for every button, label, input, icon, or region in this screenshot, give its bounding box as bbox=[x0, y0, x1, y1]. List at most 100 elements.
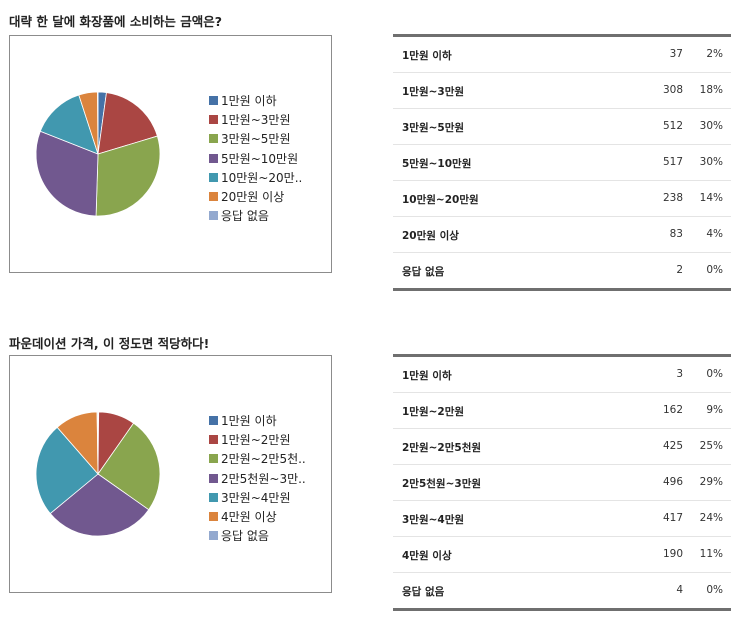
results-table: 1만원 이하 3 0% 1만원~2만원 162 9% 2만원~2만5천원 425 25% 2… bbox=[393, 354, 731, 611]
table-row: 10만원~20만원 238 14% bbox=[393, 181, 731, 217]
pie-slice bbox=[97, 92, 158, 155]
legend-swatch bbox=[209, 435, 218, 445]
legend-label: 응답 없음 bbox=[221, 529, 269, 544]
legend-item: 1만원~3만원 bbox=[209, 110, 302, 129]
legend-item: 응답 없음 bbox=[209, 526, 306, 545]
row-percent: 30% bbox=[699, 120, 723, 132]
legend-label: 2만원~2만5천.. bbox=[221, 452, 306, 467]
legend-item: 응답 없음 bbox=[209, 206, 302, 225]
row-label: 1만원 이하 bbox=[402, 50, 452, 62]
pie-chart bbox=[35, 411, 161, 537]
legend-label: 1만원~2만원 bbox=[221, 433, 291, 448]
legend-swatch bbox=[209, 512, 218, 522]
legend-label: 3만원~4만원 bbox=[221, 490, 291, 505]
legend-label: 4만원 이상 bbox=[221, 510, 277, 525]
row-label: 1만원~2만원 bbox=[402, 406, 465, 418]
legend-label: 20만원 이상 bbox=[221, 190, 285, 205]
legend-item: 1만원~2만원 bbox=[209, 430, 306, 449]
chart-legend: 1만원 이하 1만원~3만원 3만원~5만원 5만원~10만원 10만원~20만… bbox=[209, 91, 302, 225]
row-label: 응답 없음 bbox=[402, 266, 445, 278]
legend-swatch bbox=[209, 531, 218, 541]
pie-chart-panel: 1만원 이하 1만원~3만원 3만원~5만원 5만원~10만원 10만원~20만… bbox=[9, 35, 332, 273]
pie-slice bbox=[49, 473, 150, 537]
table-row: 응답 없음 2 0% bbox=[393, 253, 731, 288]
legend-item: 1만원 이하 bbox=[209, 411, 306, 430]
legend-label: 2만5천원~3만.. bbox=[221, 471, 306, 486]
table-row: 2만원~2만5천원 425 25% bbox=[393, 429, 731, 465]
legend-label: 3만원~5만원 bbox=[221, 132, 291, 147]
table-row: 5만원~10만원 517 30% bbox=[393, 145, 731, 181]
pie-slice bbox=[35, 426, 99, 515]
chart-title: 파운데이션 가격, 이 정도면 적당하다! bbox=[9, 336, 210, 351]
legend-label: 1만원 이하 bbox=[221, 414, 277, 429]
row-label: 4만원 이상 bbox=[402, 550, 452, 562]
chart-title: 대략 한 달에 화장품에 소비하는 금액은? bbox=[9, 14, 223, 29]
legend-swatch bbox=[209, 454, 218, 464]
row-label: 1만원 이하 bbox=[402, 370, 452, 382]
legend-item: 5만원~10만원 bbox=[209, 149, 302, 168]
table-row: 응답 없음 4 0% bbox=[393, 573, 731, 608]
table-row: 3만원~5만원 512 30% bbox=[393, 109, 731, 145]
legend-item: 2만원~2만5천.. bbox=[209, 449, 306, 468]
pie-slice bbox=[97, 422, 161, 511]
legend-item: 3만원~4만원 bbox=[209, 488, 306, 507]
row-count: 308 bbox=[662, 84, 683, 96]
row-count: 512 bbox=[662, 120, 683, 132]
row-percent: 11% bbox=[699, 548, 723, 560]
row-label: 2만5천원~3만원 bbox=[402, 478, 482, 490]
legend-label: 1만원~3만원 bbox=[221, 113, 291, 128]
row-count: 162 bbox=[662, 404, 683, 416]
pie-slice bbox=[96, 411, 99, 475]
row-percent: 2% bbox=[706, 48, 723, 60]
chart-legend: 1만원 이하 1만원~2만원 2만원~2만5천.. 2만5천원~3만.. 3만원… bbox=[209, 411, 306, 545]
legend-label: 10만원~20만.. bbox=[221, 170, 303, 185]
table-row: 1만원 이하 37 2% bbox=[393, 37, 731, 73]
legend-label: 응답 없음 bbox=[221, 209, 269, 224]
pie-slice bbox=[95, 135, 161, 217]
pie-chart bbox=[35, 91, 161, 217]
row-label: 10만원~20만원 bbox=[402, 194, 479, 206]
row-count: 3 bbox=[676, 368, 683, 380]
row-percent: 24% bbox=[699, 512, 723, 524]
row-count: 417 bbox=[662, 512, 683, 524]
legend-swatch bbox=[209, 473, 218, 483]
row-label: 1만원~3만원 bbox=[402, 86, 465, 98]
legend-swatch bbox=[209, 192, 218, 202]
legend-label: 5만원~10만원 bbox=[221, 151, 299, 166]
table-row: 1만원 이하 3 0% bbox=[393, 357, 731, 393]
table-row: 4만원 이상 190 11% bbox=[393, 537, 731, 573]
row-count: 190 bbox=[662, 548, 683, 560]
table-row: 1만원~2만원 162 9% bbox=[393, 393, 731, 429]
row-percent: 0% bbox=[706, 584, 723, 596]
legend-swatch bbox=[209, 416, 218, 426]
legend-label: 1만원 이하 bbox=[221, 94, 277, 109]
row-percent: 9% bbox=[706, 404, 723, 416]
table-row: 20만원 이상 83 4% bbox=[393, 217, 731, 253]
legend-swatch bbox=[209, 211, 218, 221]
legend-item: 10만원~20만.. bbox=[209, 168, 302, 187]
row-count: 37 bbox=[669, 48, 683, 60]
row-count: 4 bbox=[676, 584, 683, 596]
row-percent: 29% bbox=[699, 476, 723, 488]
legend-item: 1만원 이하 bbox=[209, 91, 302, 110]
results-table: 1만원 이하 37 2% 1만원~3만원 308 18% 3만원~5만원 512 30% 5… bbox=[393, 34, 731, 291]
pie-slice bbox=[35, 130, 99, 217]
row-label: 20만원 이상 bbox=[402, 230, 459, 242]
row-count: 517 bbox=[662, 156, 683, 168]
table-row: 2만5천원~3만원 496 29% bbox=[393, 465, 731, 501]
row-percent: 4% bbox=[706, 228, 723, 240]
row-label: 2만원~2만5천원 bbox=[402, 442, 482, 454]
row-percent: 18% bbox=[699, 84, 723, 96]
row-count: 496 bbox=[662, 476, 683, 488]
row-label: 응답 없음 bbox=[402, 586, 445, 598]
row-count: 2 bbox=[676, 264, 683, 276]
row-percent: 0% bbox=[706, 368, 723, 380]
row-label: 3만원~5만원 bbox=[402, 122, 465, 134]
legend-swatch bbox=[209, 492, 218, 502]
legend-swatch bbox=[209, 96, 218, 106]
pie-chart-panel: 1만원 이하 1만원~2만원 2만원~2만5천.. 2만5천원~3만.. 3만원… bbox=[9, 355, 332, 593]
row-count: 238 bbox=[662, 192, 683, 204]
row-percent: 25% bbox=[699, 440, 723, 452]
legend-item: 3만원~5만원 bbox=[209, 129, 302, 148]
row-label: 5만원~10만원 bbox=[402, 158, 472, 170]
